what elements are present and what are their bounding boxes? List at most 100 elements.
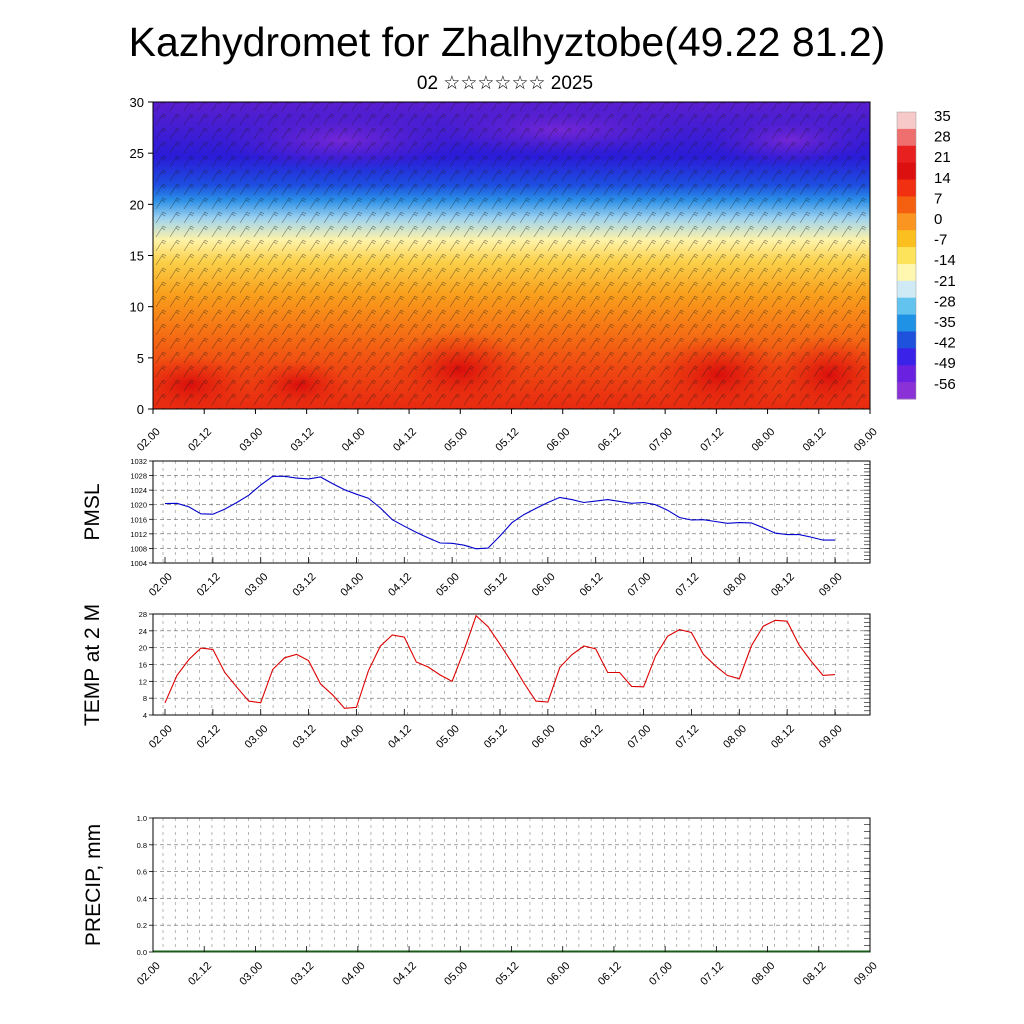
heatmap-x-tick-label: 04.12 — [391, 426, 419, 454]
pmsl-x-tick-label: 08.00 — [721, 571, 749, 599]
heatmap-x-tick-label: 09.00 — [852, 426, 880, 454]
wind-barbs-layer — [153, 102, 870, 409]
temp-x-tick-label: 05.12 — [482, 723, 510, 751]
pmsl-frame — [152, 460, 871, 564]
colorbar-label: 28 — [934, 129, 951, 146]
colorbar-swatch — [897, 196, 916, 214]
pmsl-x-tick-label: 08.12 — [769, 571, 797, 599]
pmsl-x-tick-label: 03.00 — [243, 571, 271, 599]
colorbar-label: 35 — [934, 108, 951, 125]
temp-x-tick-label: 04.12 — [386, 723, 414, 751]
heatmap-y-tick-label: 5 — [137, 351, 144, 366]
precip-x-tick-label: 03.00 — [237, 960, 265, 988]
colorbar-label: 14 — [934, 170, 951, 187]
temp-y-tick-label: 8 — [143, 694, 147, 703]
pmsl-series-line — [164, 475, 835, 550]
precip-x-tick-label: 02.00 — [135, 960, 163, 988]
colorbar-swatch — [897, 263, 916, 282]
temp-y-tick-label: 16 — [139, 661, 147, 670]
pmsl-y-tick-label: 1012 — [130, 530, 147, 539]
colorbar-frame — [896, 111, 917, 400]
temp-x-tick-label: 06.12 — [578, 723, 606, 751]
colorbar-swatch — [897, 348, 916, 366]
colorbar-swatch — [897, 247, 916, 265]
colorbar-label: -49 — [934, 355, 956, 372]
precip-y-tick-label: 1.0 — [137, 814, 147, 823]
precip-x-tick-label: 04.00 — [340, 960, 368, 988]
precip-y-tick-label: 0.0 — [137, 948, 147, 957]
heatmap-x-tick-label: 04.00 — [340, 426, 368, 454]
colorbar-swatch — [897, 230, 916, 248]
temp-y-tick-label: 4 — [143, 711, 147, 720]
heatmap-x-tick-label: 06.12 — [596, 426, 624, 454]
heatmap-x-tick-label: 08.12 — [801, 426, 829, 454]
colorbar-label: -7 — [934, 232, 947, 249]
precip-x-tick-label: 03.12 — [289, 960, 317, 988]
colorbar-swatch — [897, 365, 916, 383]
temp-y-tick-label: 12 — [139, 677, 147, 686]
colorbar-label: -56 — [934, 376, 956, 393]
colorbar-swatch — [897, 314, 916, 332]
colorbar-label: -14 — [934, 252, 956, 269]
pmsl-panel: 1004 1008 1012 1016 1020 1024 1028 1032 — [130, 457, 871, 568]
precip-x-tick-label: 05.12 — [493, 960, 521, 988]
pmsl-x-tick-label: 09.00 — [817, 571, 845, 599]
colorbar-swatch — [897, 179, 916, 197]
heatmap-x-tick-label: 07.12 — [698, 426, 726, 454]
temp-x-tick-label: 08.12 — [769, 723, 797, 751]
temp-panel: 4 8 12 16 20 24 28 — [139, 610, 871, 720]
precip-x-tick-label: 08.00 — [749, 960, 777, 988]
heatmap-x-tick-label: 05.00 — [442, 426, 470, 454]
pmsl-y-tick-label: 1020 — [130, 501, 147, 510]
heatmap-x-tick-label: 02.00 — [135, 426, 163, 454]
heatmap-y-tick-label: 10 — [130, 300, 144, 315]
pmsl-x-tick-label: 06.00 — [530, 571, 558, 599]
colorbar-label: -28 — [934, 293, 956, 310]
colorbar-swatch — [897, 331, 916, 349]
temp-ylabel: TEMP at 2 M — [81, 604, 104, 726]
precip-ylabel: PRECIP, mm — [82, 824, 105, 946]
heatmap-y-tick-label: 25 — [130, 146, 144, 161]
heatmap-plot — [153, 102, 870, 409]
temp-series-line — [164, 614, 836, 709]
pmsl-y-tick-label: 1004 — [130, 559, 147, 568]
colorbar-label: 21 — [934, 149, 951, 166]
heatmap-y-tick-label: 15 — [130, 249, 144, 264]
precip-y-tick-label: 0.6 — [137, 868, 147, 877]
pmsl-x-tick-label: 04.00 — [338, 571, 366, 599]
colorbar-swatch — [897, 162, 916, 181]
precip-y-tick-label: 0.2 — [137, 921, 147, 930]
temp-x-tick-label: 07.12 — [673, 723, 701, 751]
colorbar-label: -35 — [934, 314, 956, 331]
temp-x-tick-label: 06.00 — [530, 723, 558, 751]
colorbar-swatch — [897, 297, 916, 316]
pmsl-y-tick-label: 1032 — [130, 457, 147, 466]
temp-x-tick-label: 03.00 — [243, 723, 271, 751]
pmsl-x-tick-label: 04.12 — [386, 571, 414, 599]
precip-panel: 0.0 0.2 0.4 0.6 0.8 1.0 — [137, 814, 871, 957]
pmsl-y-tick-label: 1028 — [130, 472, 147, 481]
pmsl-y-tick-label: 1008 — [130, 544, 147, 553]
precip-x-tick-label: 02.12 — [186, 960, 214, 988]
pmsl-x-tick-label: 07.00 — [625, 571, 653, 599]
precip-y-tick-label: 0.4 — [137, 894, 147, 903]
pmsl-y-tick-label: 1024 — [130, 486, 147, 495]
temp-x-tick-label: 07.00 — [625, 723, 653, 751]
chart-subtitle: 02 ☆☆☆☆☆☆ 2025 — [416, 73, 594, 94]
precip-x-tick-label: 06.12 — [596, 960, 624, 988]
heatmap-y-tick-label: 30 — [130, 95, 144, 110]
heatmap-x-tick-label: 03.12 — [289, 426, 317, 454]
colorbar-label: 7 — [934, 190, 942, 207]
temp-x-tick-label: 04.00 — [338, 723, 366, 751]
colorbar-swatch — [897, 382, 916, 400]
precip-y-tick-label: 0.8 — [137, 841, 147, 850]
precip-x-tick-label: 06.00 — [545, 960, 573, 988]
pmsl-y-tick-label: 1016 — [130, 515, 147, 524]
colorbar-label: -21 — [934, 273, 956, 290]
precip-x-tick-label: 08.12 — [801, 960, 829, 988]
temp-x-tick-label: 08.00 — [721, 723, 749, 751]
colorbar-swatch — [897, 112, 916, 130]
temp-x-tick-label: 02.12 — [195, 723, 223, 751]
heatmap-x-tick-label: 05.12 — [493, 426, 521, 454]
